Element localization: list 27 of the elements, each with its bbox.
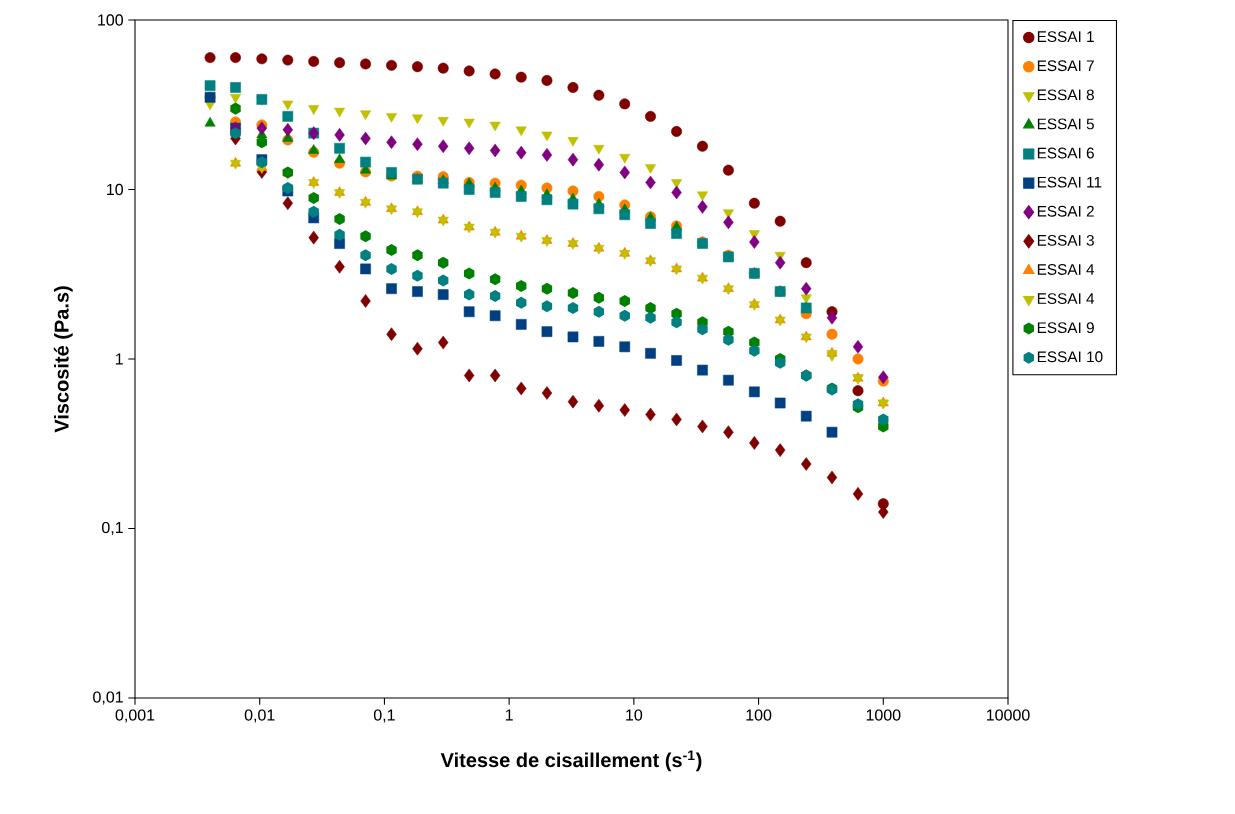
- legend-label: ESSAI 6: [1037, 147, 1094, 159]
- x-tick-label: 1: [505, 709, 513, 721]
- y-tick-label: 1: [115, 353, 123, 365]
- x-tick-label: 10: [626, 709, 643, 721]
- y-axis-title: Viscosité (Pa.s): [53, 286, 73, 433]
- legend-label: ESSAI 5: [1037, 118, 1094, 130]
- x-tick-label: 100: [746, 709, 772, 721]
- x-axis-title: Vitesse de cisaillement (s$^{-1}$): [440, 750, 702, 772]
- legend-label: ESSAI 7: [1037, 60, 1094, 72]
- legend-label: ESSAI 4: [1037, 293, 1095, 305]
- y-tick-label: 0,1: [102, 521, 123, 536]
- x-tick-label: 0,1: [373, 709, 395, 723]
- legend-label: ESSAI 11: [1037, 176, 1102, 188]
- legend-label: ESSAI 9: [1037, 322, 1094, 334]
- x-tick-label: 1000: [866, 709, 901, 721]
- legend-label: ESSAI 1: [1037, 31, 1094, 43]
- legend-label: ESSAI 2: [1037, 205, 1094, 217]
- legend-label: ESSAI 3: [1037, 234, 1094, 246]
- x-tick-label: 0,01: [244, 709, 275, 723]
- legend-label: ESSAI 10: [1037, 351, 1103, 363]
- y-tick-label: 0,01: [93, 691, 123, 705]
- x-tick-label: 0,001: [115, 709, 155, 723]
- legend-label: ESSAI 8: [1037, 89, 1094, 101]
- y-tick-label: 100: [98, 14, 123, 26]
- y-tick-label: 10: [107, 183, 123, 196]
- x-tick-label: 10000: [986, 709, 1030, 721]
- legend-label: ESSAI 4: [1037, 264, 1095, 275]
